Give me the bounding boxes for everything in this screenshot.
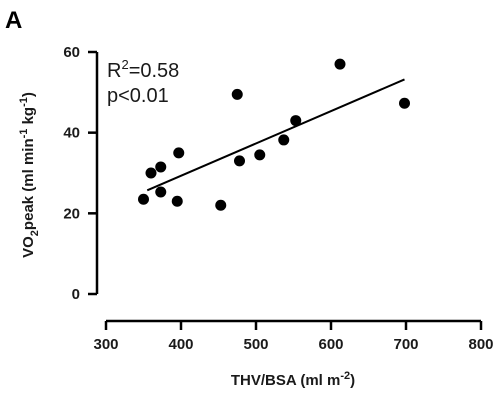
y-axis-title-sup2: -1 — [18, 97, 30, 107]
x-tick-label: 400 — [168, 336, 193, 353]
y-tick-label: 40 — [63, 125, 80, 142]
y-tick-label: 0 — [72, 286, 80, 303]
r2-superscript: 2 — [121, 57, 128, 72]
regression-line — [147, 79, 404, 190]
p-value-annotation: p<0.01 — [107, 85, 169, 107]
y-axis-title-part-b: peak (ml min — [20, 138, 37, 230]
data-point — [254, 149, 265, 160]
x-tick-label: 700 — [393, 336, 418, 353]
data-point — [146, 168, 157, 179]
y-axis-ticks: 0 20 40 60 — [63, 44, 97, 303]
data-point — [290, 115, 301, 126]
r2-prefix: R — [107, 60, 121, 82]
data-point — [232, 89, 243, 100]
x-tick-label: 300 — [93, 336, 118, 353]
x-axis-title-tail: ) — [350, 372, 355, 389]
data-point — [335, 59, 346, 70]
y-tick-label: 60 — [63, 44, 80, 61]
y-axis-title-part-d: ) — [20, 92, 37, 97]
data-point — [278, 134, 289, 145]
y-axis-title: VO2peak (ml min-1 kg-1) — [18, 92, 41, 258]
x-axis-title: THV/BSA (ml m-2) — [231, 370, 355, 389]
r2-value: =0.58 — [129, 60, 180, 82]
y-axis-title-sup1: -1 — [18, 129, 30, 139]
y-axis-title-part-c: kg — [20, 107, 37, 129]
x-tick-label: 600 — [318, 336, 343, 353]
data-point — [155, 161, 166, 172]
y-tick-label: 20 — [63, 205, 80, 222]
panel-label: A — [5, 7, 22, 34]
x-tick-label: 800 — [468, 336, 493, 353]
x-axis-ticks: 300 400 500 600 700 800 — [93, 321, 493, 353]
x-tick-label: 500 — [243, 336, 268, 353]
x-axis-title-sup: -2 — [340, 370, 350, 382]
y-axis-title-part-a: VO — [20, 236, 37, 258]
data-point — [173, 147, 184, 158]
data-point — [215, 200, 226, 211]
data-point — [234, 155, 245, 166]
x-axis-title-main: THV/BSA (ml m — [231, 372, 340, 389]
r-squared-annotation: R2=0.58 — [107, 57, 179, 82]
data-point — [138, 194, 149, 205]
data-point — [172, 196, 183, 207]
data-point — [399, 98, 410, 109]
data-point — [155, 186, 166, 197]
